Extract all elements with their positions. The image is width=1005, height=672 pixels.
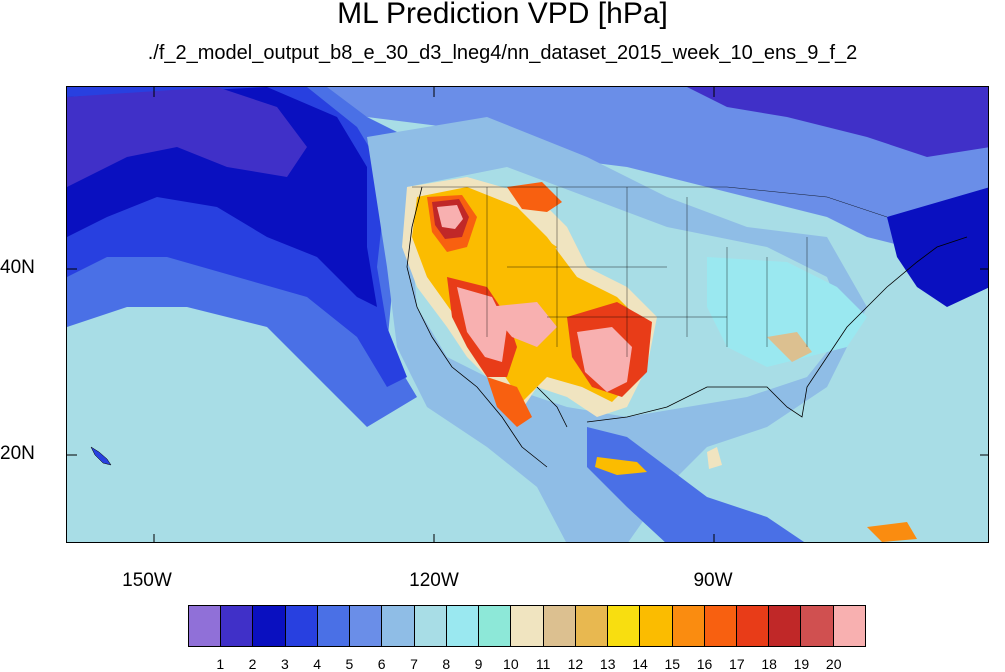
lon-label-120w: 120W <box>409 570 459 591</box>
colorbar-swatch <box>253 606 286 646</box>
hawaii <box>90 446 112 466</box>
colorbar-swatch <box>511 606 544 646</box>
colorbar-swatch <box>479 606 512 646</box>
colorbar-label: 17 <box>729 656 745 672</box>
colorbar-swatch <box>446 606 480 646</box>
colorbar-label: 10 <box>503 656 519 672</box>
field-east-cyan <box>707 257 867 367</box>
colorbar-swatch <box>285 606 318 646</box>
field-mexico-blue <box>587 427 805 542</box>
colorbar-label: 20 <box>825 656 842 672</box>
colorbar-swatch <box>672 606 705 646</box>
colorbar-swatch <box>833 606 865 646</box>
colorbar <box>188 605 866 647</box>
lon-label-150w: 150W <box>122 570 172 591</box>
colorbar-label: 1 <box>216 656 225 672</box>
colorbar-swatch <box>317 606 351 646</box>
map-subtitle: ./f_2_model_output_b8_e_30_d3_lneg4/nn_d… <box>147 42 858 64</box>
colorbar-label: 7 <box>410 656 418 672</box>
colorbar-label: 15 <box>664 656 681 672</box>
colorbar-label: 3 <box>280 656 289 672</box>
map-title: ML Prediction VPD [hPa] <box>337 0 668 30</box>
field-north-blue <box>67 87 988 247</box>
field-georgia-tan <box>767 332 812 362</box>
colorbar-swatch <box>736 606 770 646</box>
axis-ticks <box>67 87 988 542</box>
colorbar-label: 14 <box>632 656 648 672</box>
colorbar-label: 18 <box>761 656 777 672</box>
colorbar-labels: 1 2 3 4 5 6 7 8 9 10 11 12 13 14 15 16 17 18 19 20 <box>188 656 866 672</box>
colorbar-swatch <box>189 606 222 646</box>
colorbar-swatch <box>801 606 834 646</box>
colorbar-swatch <box>575 606 609 646</box>
field-canada-purple <box>687 87 988 157</box>
lon-label-90w: 90W <box>693 570 733 591</box>
colorbar-swatch <box>608 606 641 646</box>
coastline <box>406 186 968 468</box>
colorbar-swatch <box>221 606 254 646</box>
colorbar-label: 19 <box>793 656 810 672</box>
colorbar-label: 9 <box>474 656 483 672</box>
colorbar-swatch <box>414 606 447 646</box>
field-atlantic-deep <box>887 187 988 307</box>
lat-label-40n: 40N <box>0 257 35 278</box>
colorbar-label: 16 <box>696 656 713 672</box>
field-se-orange <box>867 522 917 542</box>
field-idaho-orange <box>497 227 557 262</box>
colorbar-label: 4 <box>313 656 322 672</box>
field-tx-pink <box>577 327 632 392</box>
colorbar-swatch <box>350 606 383 646</box>
colorbar-swatch <box>640 606 673 646</box>
field-oregon-pink <box>437 205 463 229</box>
state-borders <box>412 186 888 357</box>
field-mex-orange <box>595 457 647 475</box>
field-ca-pink <box>457 287 507 362</box>
field-alaska-purple <box>67 87 307 187</box>
colorbar-swatch <box>543 606 576 646</box>
colorbar-label: 2 <box>248 656 257 672</box>
colorbar-label: 12 <box>567 656 584 672</box>
colorbar-swatch <box>769 606 802 646</box>
lat-label-20n: 20N <box>0 443 35 464</box>
colorbar-label: 11 <box>535 656 551 672</box>
colorbar-swatch <box>704 606 737 646</box>
vpd-field <box>67 87 988 542</box>
field-nv-pink <box>487 302 557 347</box>
field-baja-red <box>487 377 532 427</box>
vpd-map <box>66 86 989 543</box>
field-mex-tan <box>707 447 722 469</box>
colorbar-label: 6 <box>377 656 386 672</box>
colorbar-label: 8 <box>442 656 451 672</box>
colorbar-swatch <box>382 606 415 646</box>
colorbar-label: 13 <box>599 656 616 672</box>
colorbar-label: 5 <box>345 656 354 672</box>
field-montana-red <box>507 182 562 212</box>
